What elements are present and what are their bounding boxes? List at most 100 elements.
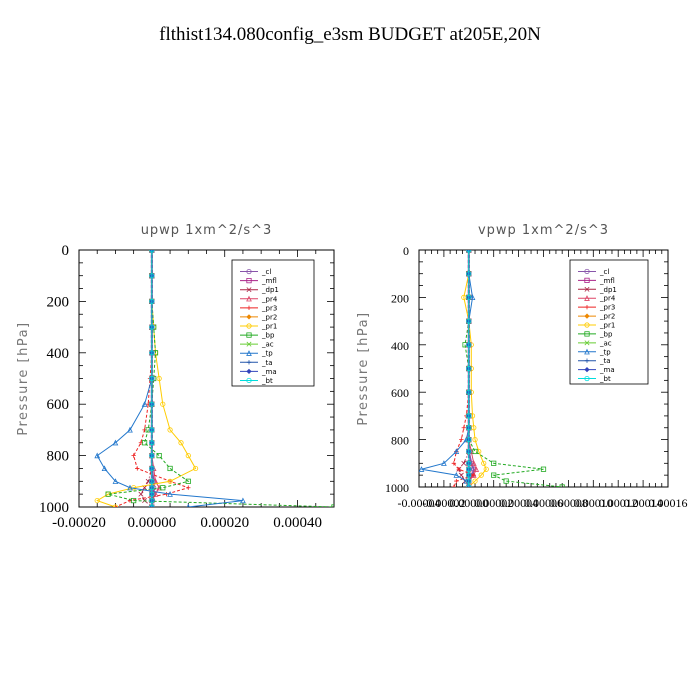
legend-label: _pr1	[261, 323, 277, 331]
x-tick-label: -0.00004	[398, 496, 441, 510]
legend-label: _ma	[599, 366, 615, 374]
legend-label: _bt	[599, 375, 611, 383]
legend-item: _pr2	[240, 313, 277, 321]
legend-item: _pr1	[578, 322, 615, 330]
x-tick-label: 0.00010	[574, 496, 613, 510]
x-tick-label: 0.00012	[599, 496, 638, 510]
legend-label: _ac	[599, 339, 612, 347]
chart-panel-2: vpwp 1xm^2/s^3 Pressure [hPa] 0 200 400 600 80…	[356, 223, 688, 510]
y-tick-label: 1000	[385, 481, 409, 495]
y-tick-label: 800	[47, 449, 70, 465]
legend-label: _tp	[599, 348, 611, 356]
chart-title: upwp 1xm^2/s^3	[141, 223, 273, 238]
legend-label: _ma	[261, 368, 277, 376]
series-tp	[94, 250, 246, 507]
legend-label: _mfl	[261, 277, 277, 285]
legend-item: _mfl	[578, 277, 615, 285]
plot-area	[94, 250, 334, 507]
chart-title: vpwp 1xm^2/s^3	[478, 223, 609, 238]
legend-item: _pr4	[240, 295, 278, 303]
legend-item: _cl	[240, 268, 271, 276]
x-tick-label: 0.00016	[649, 496, 688, 510]
x-tick-label: 0.00000	[127, 515, 176, 531]
x-tick-label: -0.00020	[52, 515, 106, 531]
y-tick-label: 400	[391, 339, 409, 353]
legend-label: _pr4	[599, 295, 616, 303]
legend-item: _pr3	[578, 304, 615, 312]
y-axis-label: Pressure [hPa]	[16, 321, 31, 435]
series-line	[108, 250, 334, 507]
chart-panel-1: upwp 1xm^2/s^3 Pressure [hPa] 0 200 400 600 80…	[16, 223, 335, 531]
legend-label: _ac	[261, 341, 274, 349]
legend-item: _tp	[578, 348, 611, 356]
x-tick-label: 0.00006	[524, 496, 563, 510]
x-tick-label: 0.00040	[273, 515, 322, 531]
figure-title: flthist134.080config_e3sm BUDGET at205E,…	[159, 24, 541, 45]
legend: _cl_mfl_dp1_pr4_pr3_pr2_pr1_bp_ac_tp_ta_…	[569, 259, 649, 385]
legend-item: _pr1	[240, 323, 277, 331]
y-tick-label: 400	[47, 346, 70, 362]
legend-item: _bt	[240, 377, 273, 385]
legend-label: _pr3	[261, 304, 277, 312]
x-tick-label: 0.00020	[200, 515, 249, 531]
legend: _cl_mfl_dp1_pr4_pr3_pr2_pr1_bp_ac_tp_ta_…	[231, 259, 315, 387]
legend-item: _pr2	[578, 313, 615, 321]
x-tick-label: 0.00004	[499, 496, 538, 510]
legend-item: _pr4	[578, 295, 616, 303]
series-pr1	[461, 250, 489, 487]
x-tick-label: 0.00008	[549, 496, 588, 510]
series-line	[453, 250, 476, 487]
legend-item: _mfl	[240, 277, 277, 285]
legend-item: _ta	[578, 357, 611, 365]
legend-label: _dp1	[261, 286, 279, 294]
legend-label: _pr2	[599, 313, 615, 321]
legend-item: _ma	[240, 368, 277, 376]
legend-label: _dp1	[599, 286, 617, 294]
series-bp	[462, 250, 565, 487]
legend-label: _mfl	[599, 277, 615, 285]
legend-label: _pr3	[599, 304, 615, 312]
series-line	[96, 250, 197, 507]
legend-label: _cl	[599, 268, 609, 276]
series-bt	[466, 250, 472, 487]
x-tick-label: 0.00000	[449, 496, 488, 510]
y-tick-label: 200	[391, 291, 409, 305]
y-tick-label: 800	[391, 434, 409, 448]
legend-item: _bt	[578, 375, 611, 383]
x-tick-label: 0.00002	[474, 496, 513, 510]
y-tick-label: 600	[47, 397, 70, 413]
x-tick-label: -0.00002	[422, 496, 465, 510]
legend-item: _ma	[578, 366, 615, 374]
legend-item: _ac	[578, 339, 612, 347]
legend-label: _bt	[261, 377, 273, 385]
series-line	[463, 250, 487, 487]
legend-item: _ta	[240, 359, 273, 367]
legend-item: _pr3	[240, 304, 277, 312]
x-tick-label: 0.00014	[624, 496, 663, 510]
legend-item: _dp1	[578, 286, 617, 294]
legend-item: _ac	[240, 341, 274, 349]
series-bt	[149, 250, 155, 507]
y-axis-label: Pressure [hPa]	[356, 311, 371, 425]
y-tick-label: 0	[403, 244, 409, 258]
series-line	[464, 250, 563, 487]
legend-item: _bp	[578, 330, 613, 338]
legend-item: _tp	[240, 350, 273, 358]
legend-label: _pr2	[261, 313, 277, 321]
legend-label: _pr4	[261, 295, 278, 303]
panels: upwp 1xm^2/s^3 Pressure [hPa] 0 200 400 600 80…	[16, 223, 688, 531]
legend-label: _ta	[599, 357, 611, 365]
series-pr1	[94, 250, 199, 507]
legend-item: _dp1	[240, 286, 279, 294]
y-tick-label: 600	[391, 386, 409, 400]
legend-item: _cl	[578, 268, 609, 276]
legend-item: _bp	[240, 332, 275, 340]
y-tick-label: 1000	[39, 500, 69, 516]
legend-label: _bp	[261, 332, 275, 340]
legend-label: _pr1	[599, 322, 615, 330]
plot-area	[419, 250, 565, 487]
legend-label: _tp	[261, 350, 273, 358]
series-line	[421, 250, 474, 487]
series-line	[115, 250, 190, 507]
